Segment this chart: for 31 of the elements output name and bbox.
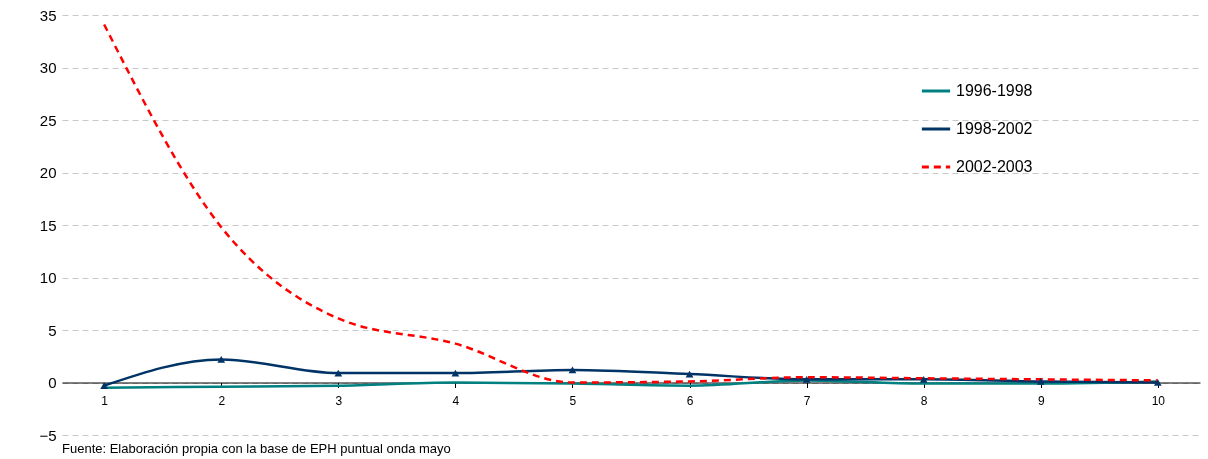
x-tick-label: 3 bbox=[335, 394, 343, 408]
y-tick-label: 20 bbox=[39, 164, 57, 181]
x-tick-label: 9 bbox=[1037, 394, 1045, 408]
point bbox=[1036, 378, 1045, 385]
y-tick-label: 30 bbox=[39, 59, 57, 76]
y-tick-label: 25 bbox=[39, 111, 57, 129]
legend-label: 1996-1998 bbox=[956, 82, 1033, 99]
point bbox=[919, 376, 928, 383]
source-note: Fuente: Elaboración propia con la base de EPH puntual onda mayo bbox=[62, 441, 451, 456]
point bbox=[217, 356, 226, 363]
y-tick-label: 15 bbox=[39, 216, 57, 234]
x-tick-label: 4 bbox=[452, 394, 460, 408]
point bbox=[802, 376, 811, 383]
line-series bbox=[102, 23, 1160, 384]
y-tick-label: −5 bbox=[39, 426, 57, 444]
legend-label: 2002-2003 bbox=[956, 158, 1033, 175]
x-tick-label: 8 bbox=[920, 394, 928, 408]
point bbox=[1153, 379, 1162, 386]
y-tick-label: 35 bbox=[39, 6, 57, 24]
y-tick-label: 0 bbox=[48, 374, 57, 391]
point bbox=[100, 382, 109, 389]
x-tick-label: 2 bbox=[218, 394, 226, 408]
x-tick-label: 7 bbox=[803, 394, 811, 408]
legend-label: 1998-2002 bbox=[956, 120, 1033, 137]
x-tick-label: 10 bbox=[1151, 394, 1166, 408]
x-tick-label: 6 bbox=[686, 394, 694, 408]
x-tick-label: 1 bbox=[101, 394, 109, 408]
y-tick-label: 10 bbox=[39, 269, 57, 286]
y-tick-label: 5 bbox=[48, 321, 57, 339]
x-tick-label: 5 bbox=[569, 394, 577, 408]
point bbox=[568, 366, 577, 374]
